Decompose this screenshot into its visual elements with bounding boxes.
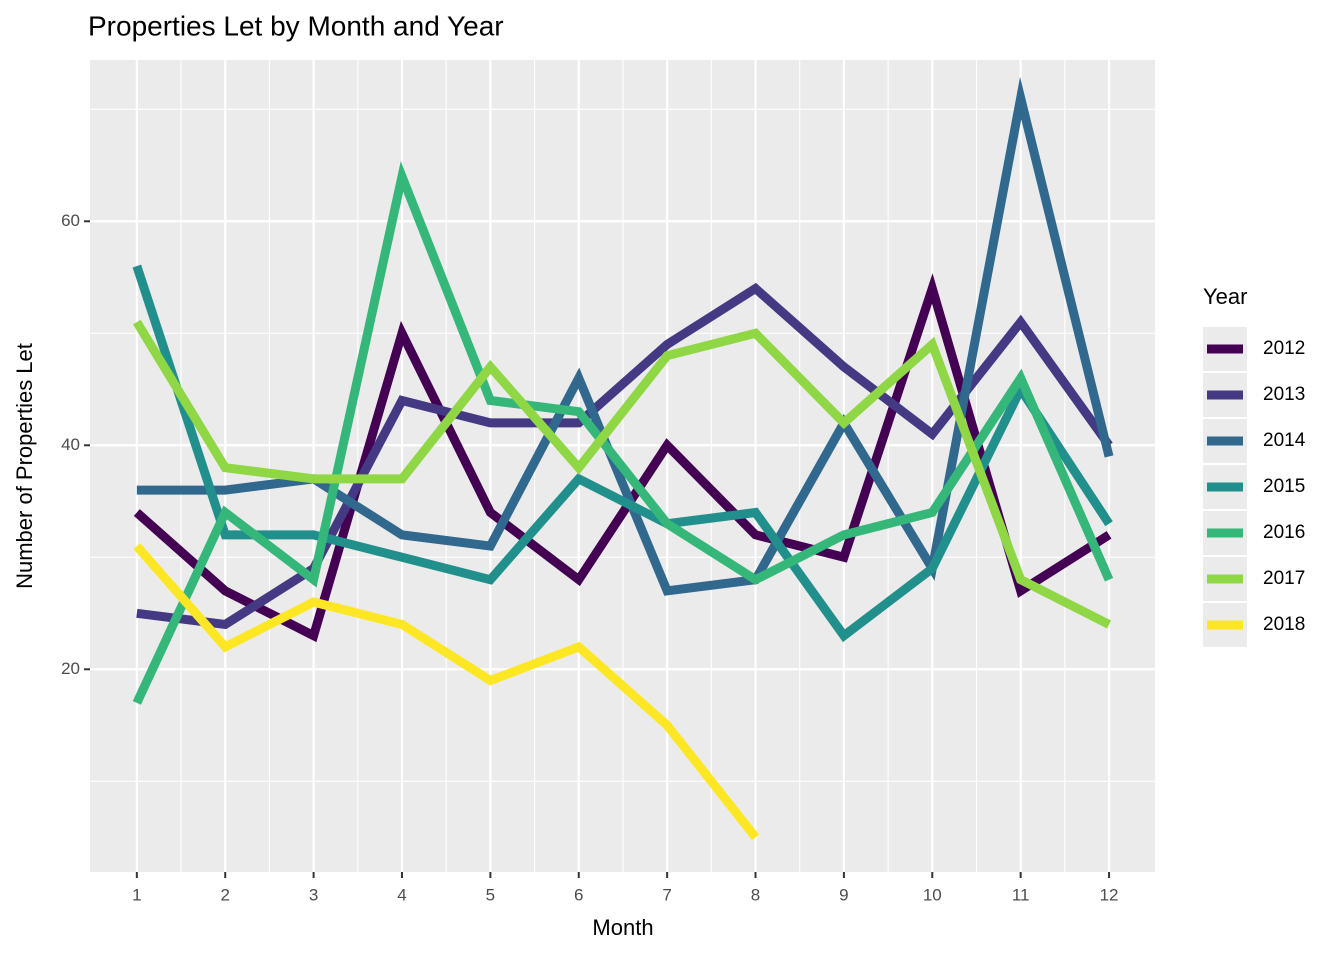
line: [132, 161, 1114, 705]
x-tick-label: 8: [751, 885, 760, 904]
x-tick-label: 3: [309, 885, 318, 904]
y-tick-label: 20: [61, 659, 80, 678]
y-axis-title: Number of Properties Let: [12, 343, 37, 589]
x-tick-label: 4: [397, 885, 406, 904]
legend-label: 2013: [1263, 384, 1305, 405]
line: [133, 543, 760, 841]
x-tick-label: 6: [574, 885, 583, 904]
x-tick-label: 2: [220, 885, 229, 904]
line: [136, 282, 1113, 630]
x-tick-label: 5: [486, 885, 495, 904]
legend-label: 2016: [1263, 522, 1305, 543]
x-axis-title: Month: [592, 915, 653, 940]
x-tick-label: 11: [1012, 885, 1030, 904]
y-tick-label: 40: [61, 435, 80, 454]
line: [132, 319, 1112, 629]
chart-title: Properties Let by Month and Year: [88, 10, 504, 41]
x-tick-label: 9: [839, 885, 848, 904]
x-tick-label: 1: [132, 885, 141, 904]
x-tick-label: 7: [662, 885, 671, 904]
legend-label: 2015: [1263, 476, 1305, 497]
line: [132, 264, 1113, 643]
x-tick-label: 12: [1100, 885, 1119, 904]
y-tick-label: 60: [61, 211, 80, 230]
x-tick-label: 10: [923, 885, 942, 904]
legend-title: Year: [1203, 284, 1247, 309]
legend-label: 2014: [1263, 430, 1306, 451]
legend-label: 2018: [1263, 614, 1305, 635]
legend-label: 2012: [1263, 338, 1305, 359]
legend-label: 2017: [1263, 568, 1305, 589]
line: [133, 273, 1112, 643]
